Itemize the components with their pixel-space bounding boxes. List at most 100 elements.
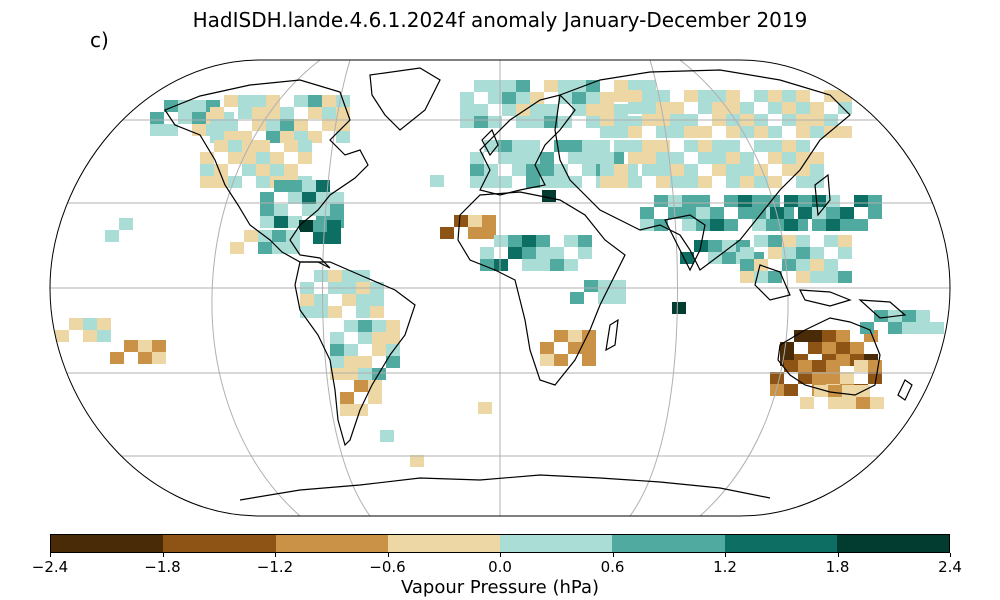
grid-cell	[712, 164, 726, 176]
grid-cell	[372, 344, 386, 356]
grid-cell	[544, 80, 558, 92]
grid-cell	[570, 292, 584, 304]
grid-cell	[628, 102, 642, 114]
grid-cell	[724, 195, 738, 207]
grid-cell	[294, 95, 308, 107]
grid-cell	[812, 372, 826, 384]
grid-cell	[228, 176, 242, 188]
grid-cell	[228, 152, 242, 164]
grid-cell	[260, 192, 274, 204]
grid-cell	[794, 330, 808, 342]
grid-cell	[516, 80, 530, 92]
grid-cell	[698, 102, 712, 114]
grid-cell	[696, 195, 710, 207]
grid-cell	[478, 402, 492, 414]
grid-cell	[330, 192, 344, 204]
grid-cell	[542, 190, 556, 202]
grid-cell	[340, 404, 354, 416]
grid-cell	[824, 235, 838, 247]
grid-cell	[368, 392, 382, 404]
grid-cell	[740, 176, 754, 188]
grid-cell	[368, 380, 382, 392]
map-boundary	[49, 59, 951, 517]
grid-cell	[272, 230, 286, 242]
grid-cell	[344, 320, 358, 332]
grid-cell	[354, 404, 368, 416]
grid-cell	[642, 164, 656, 176]
grid-cell	[796, 176, 810, 188]
grid-cell	[812, 360, 826, 372]
grid-cell	[828, 397, 842, 409]
grid-cell	[796, 164, 810, 176]
coastlines	[164, 67, 913, 501]
grid-cell	[684, 140, 698, 152]
grid-cell	[314, 306, 328, 318]
grid-cell	[260, 216, 274, 228]
grid-cell	[628, 80, 642, 92]
grid-cell	[868, 372, 882, 384]
grid-cell	[768, 271, 782, 283]
grid-cell	[512, 140, 526, 152]
grid-cell	[302, 180, 316, 192]
grid-cell	[826, 360, 840, 372]
grid-cell	[460, 92, 474, 104]
grid-cell	[322, 119, 336, 131]
grid-cell	[582, 354, 596, 366]
grid-cell	[55, 330, 69, 342]
grid-cell	[752, 219, 766, 231]
grid-cell	[508, 247, 522, 259]
grid-cell	[656, 176, 670, 188]
grid-cell	[502, 92, 516, 104]
grid-cell	[684, 176, 698, 188]
grid-cell	[526, 140, 540, 152]
grid-cell	[796, 271, 810, 283]
grid-cell	[252, 119, 266, 131]
grid-cell	[308, 107, 322, 119]
grid-cell	[192, 100, 206, 112]
grid-cell	[530, 92, 544, 104]
grid-cell	[314, 294, 328, 306]
grid-cell	[810, 164, 824, 176]
grid-cell	[808, 330, 822, 342]
grid-cell	[508, 235, 522, 247]
grid-cell	[274, 180, 288, 192]
grid-cell	[568, 140, 582, 152]
grid-cell	[242, 152, 256, 164]
grid-cell	[568, 342, 582, 354]
colorbar-segment	[500, 535, 613, 552]
grid-cell	[782, 164, 796, 176]
grid-cell	[916, 310, 930, 322]
grid-cell	[124, 340, 138, 352]
grid-cell	[668, 195, 682, 207]
grid-cell	[488, 116, 502, 128]
grid-cell	[754, 140, 768, 152]
grid-cell	[540, 354, 554, 366]
grid-cell	[284, 140, 298, 152]
grid-cell	[582, 152, 596, 164]
grid-cell	[600, 126, 614, 138]
grid-cell	[294, 119, 308, 131]
grid-cell	[770, 372, 784, 384]
grid-cell	[670, 152, 684, 164]
grid-cell	[614, 90, 628, 102]
grid-cell	[256, 140, 270, 152]
grid-cell	[228, 140, 242, 152]
colorbar-tickmark	[837, 553, 839, 557]
grid-cell	[680, 252, 694, 264]
grid-cell	[330, 344, 344, 356]
grid-cell	[754, 126, 768, 138]
grid-cell	[266, 119, 280, 131]
grid-cell	[614, 176, 628, 188]
grid-cell	[344, 368, 358, 380]
grid-cell	[600, 176, 614, 188]
grid-cell	[782, 259, 796, 271]
grid-cell	[328, 270, 342, 282]
colorbar	[50, 534, 950, 553]
grid-cell	[370, 306, 384, 318]
colorbar-tickmark	[612, 553, 614, 557]
grid-cell	[316, 180, 330, 192]
grid-cell	[656, 164, 670, 176]
grid-cell	[482, 215, 496, 227]
grid-cell	[327, 232, 341, 244]
grid-cell	[768, 176, 782, 188]
